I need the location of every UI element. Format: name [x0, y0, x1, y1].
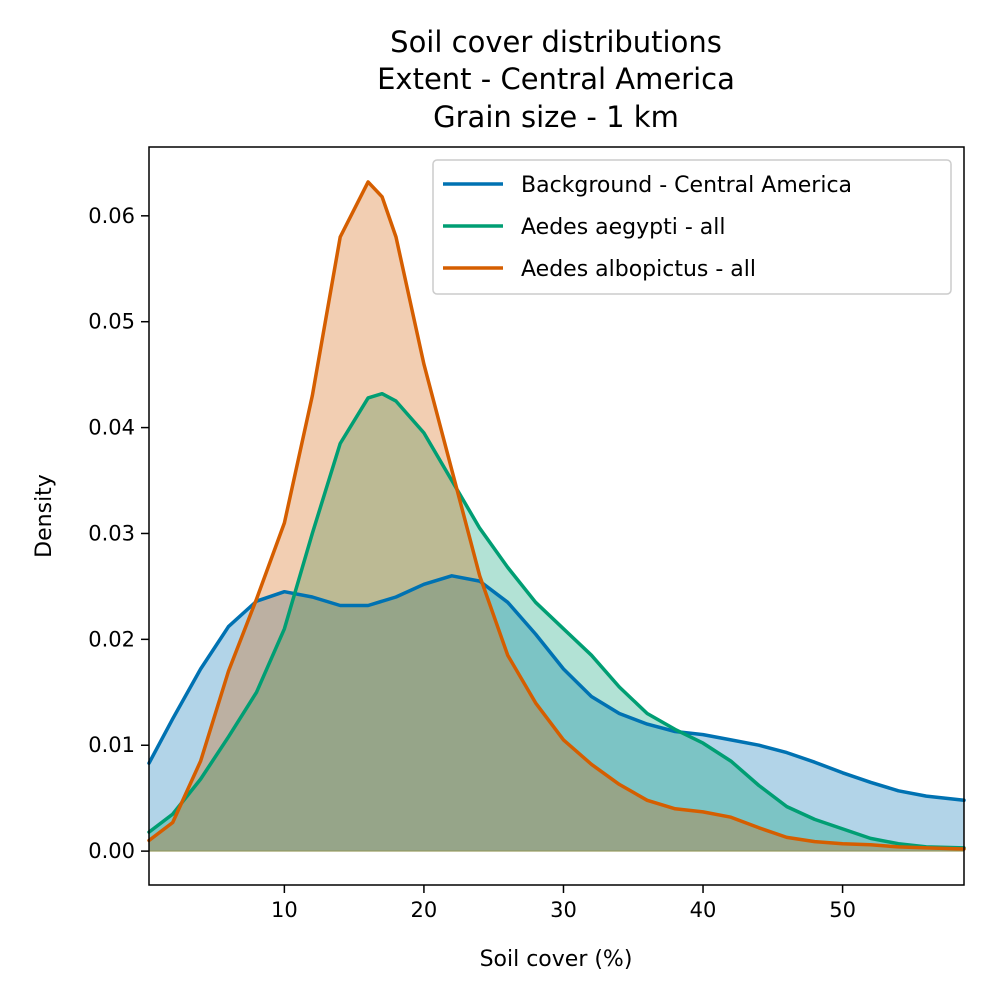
line-aedes-albopictus-all	[147, 180, 966, 851]
density-lines	[147, 180, 966, 852]
x-axis-label: Soil cover (%)	[480, 947, 633, 972]
title-line-1: Soil cover distributions	[390, 25, 722, 59]
y-tick-label: 0.02	[88, 627, 135, 651]
line-aedes-aegypti-all	[147, 391, 966, 850]
title-line-3: Grain size - 1 km	[433, 100, 679, 134]
x-tick-label: 10	[271, 898, 298, 922]
legend-label-aedes-albopictus-all: Aedes albopictus - all	[521, 257, 756, 282]
y-tick-label: 0.01	[88, 733, 135, 757]
x-tick-label: 40	[690, 898, 717, 922]
legend-box	[432, 159, 952, 295]
x-tick-label: 20	[411, 898, 438, 922]
area-aedes-albopictus-all	[149, 181, 964, 852]
title-line-2: Extent - Central America	[377, 62, 735, 96]
legend: Background - Central America Aedes aegypt…	[432, 159, 952, 295]
y-tick-label: 0.00	[88, 839, 135, 863]
y-tick-label: 0.04	[88, 416, 135, 440]
legend-label-background-central-america: Background - Central America	[521, 173, 852, 198]
x-tick-label: 50	[829, 898, 856, 922]
x-tick-label: 30	[550, 898, 577, 922]
x-axis-ticks: 10 20 30 40 50	[271, 885, 856, 922]
y-tick-label: 0.06	[88, 204, 135, 228]
area-background-central-america	[149, 575, 964, 852]
line-background-central-america	[147, 574, 966, 803]
y-axis-label: Density	[32, 474, 57, 558]
legend-label-aedes-aegypti-all: Aedes aegypti - all	[521, 215, 726, 240]
y-tick-label: 0.05	[88, 310, 135, 334]
plot-frame	[148, 146, 965, 886]
y-tick-label: 0.03	[88, 521, 135, 545]
y-axis-ticks: 0.00 0.01 0.02 0.03 0.04 0.05 0.06	[88, 204, 149, 863]
chart-title: Soil cover distributions Extent - Centra…	[377, 25, 735, 134]
